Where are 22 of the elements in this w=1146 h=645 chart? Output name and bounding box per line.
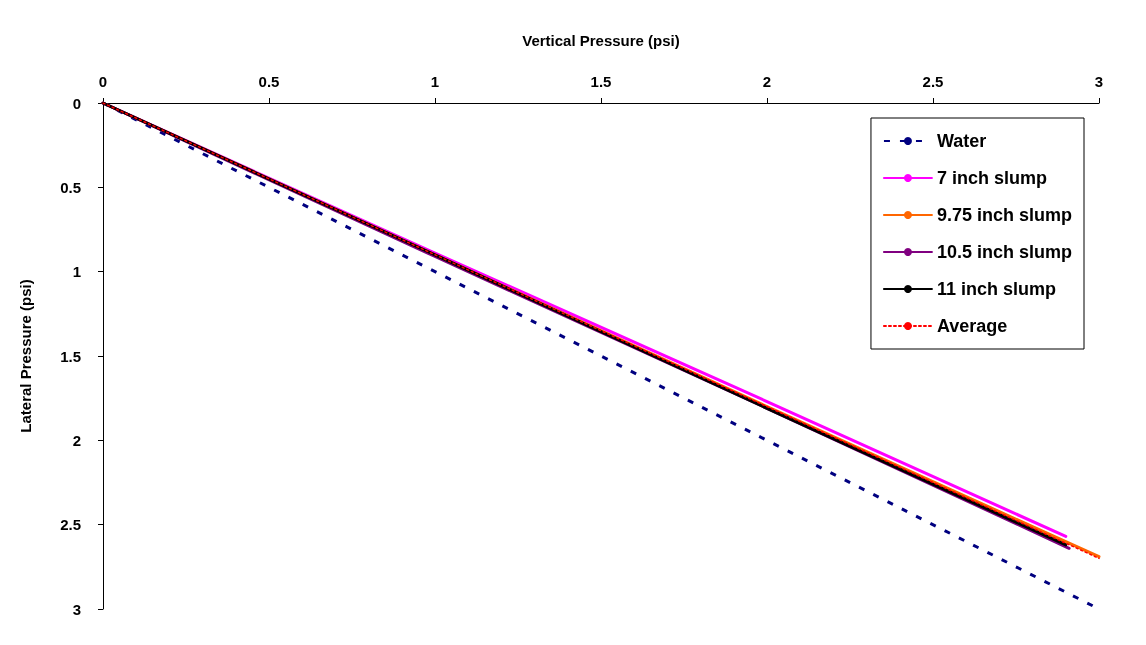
x-tick-label: 2: [762, 73, 772, 90]
legend-label: Average: [936, 316, 1008, 336]
y-tick-label: 0.5: [60, 178, 81, 196]
x-tick-label: 1.5: [590, 73, 612, 90]
y-tick-label: 2: [72, 431, 81, 449]
y-tick-label: 1: [72, 263, 81, 281]
y-tick-label: 1.5: [60, 347, 81, 365]
x-tick-label: 2.5: [922, 73, 944, 90]
x-axis-title: Vertical Pressure (psi): [522, 32, 680, 49]
legend-label: Water: [936, 131, 987, 151]
legend-label: 11 inch slump: [936, 279, 1056, 299]
y-tick-label: 3: [72, 600, 81, 618]
legend-label: 9.75 inch slump: [936, 205, 1072, 225]
y-tick-label: 2.5: [60, 516, 81, 534]
y-axis-title: Lateral Pressure (psi): [17, 279, 34, 433]
x-tick-label: 0: [98, 73, 108, 90]
x-tick-label: 3: [1094, 73, 1104, 90]
x-tick-label: 1: [430, 73, 440, 90]
x-tick-label: 0.5: [258, 73, 280, 90]
y-tick-label: 0: [72, 94, 81, 112]
legend-label: 7 inch slump: [936, 168, 1047, 188]
legend-label: 10.5 inch slump: [936, 242, 1072, 262]
